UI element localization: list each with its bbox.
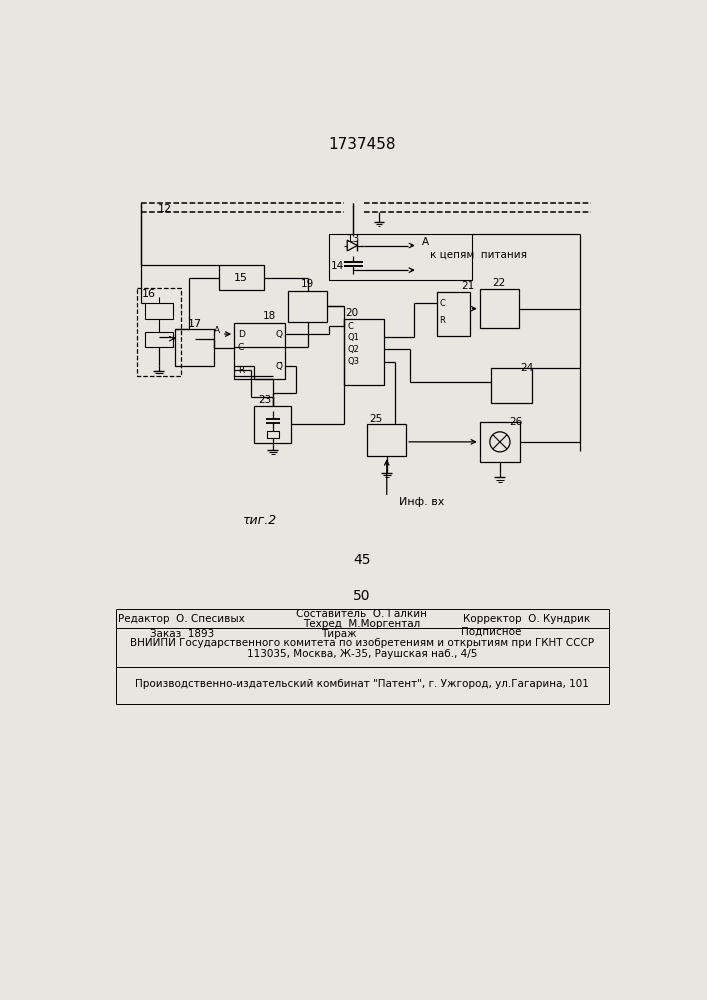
Text: τиг.2: τиг.2 <box>243 514 278 527</box>
Bar <box>480 422 520 462</box>
Text: Составитель  О. Галкин: Составитель О. Галкин <box>296 609 428 619</box>
Text: 20: 20 <box>346 308 358 318</box>
Text: Q̅: Q̅ <box>275 362 282 371</box>
Bar <box>344 319 385 385</box>
Bar <box>491 368 532 403</box>
Text: Заказ  1893: Заказ 1893 <box>151 629 215 639</box>
Text: Редактор  О. Спесивых: Редактор О. Спесивых <box>118 614 245 624</box>
Text: к цепям  питания: к цепям питания <box>430 250 527 260</box>
Text: 113035, Москва, Ж-35, Раушская наб., 4/5: 113035, Москва, Ж-35, Раушская наб., 4/5 <box>247 649 477 659</box>
Text: Корректор  О. Кундрик: Корректор О. Кундрик <box>462 614 590 624</box>
Text: 50: 50 <box>354 589 370 603</box>
Text: Q3: Q3 <box>347 357 359 366</box>
Text: 19: 19 <box>301 279 315 289</box>
Text: 15: 15 <box>234 273 248 283</box>
Text: R: R <box>440 316 445 325</box>
Text: C: C <box>440 299 445 308</box>
Text: Производственно-издательский комбинат "Патент", г. Ужгород, ул.Гагарина, 101: Производственно-издательский комбинат "П… <box>135 679 589 689</box>
Text: Q: Q <box>275 330 282 339</box>
Text: Подписное: Подписное <box>461 626 522 636</box>
Bar <box>234 323 285 379</box>
Text: 22: 22 <box>493 278 506 288</box>
Bar <box>480 289 518 328</box>
Text: A: A <box>422 237 429 247</box>
Text: 1737458: 1737458 <box>328 137 396 152</box>
Text: 23: 23 <box>259 395 271 405</box>
Text: R: R <box>238 366 244 375</box>
Text: Техред  М.Моргентал: Техред М.Моргентал <box>303 619 421 629</box>
Bar <box>137 288 180 376</box>
Bar <box>267 431 279 438</box>
Bar <box>288 291 327 322</box>
Text: Q1: Q1 <box>347 333 359 342</box>
Bar <box>145 332 173 347</box>
Text: 24: 24 <box>520 363 534 373</box>
Text: A: A <box>214 326 220 335</box>
Text: 13: 13 <box>347 234 360 244</box>
Text: 12: 12 <box>158 204 173 214</box>
Text: ВНИИПИ Государственного комитета по изобретениям и открытиям при ГКНТ СССР: ВНИИПИ Государственного комитета по изоб… <box>130 638 594 648</box>
Text: Инф. вх: Инф. вх <box>399 497 444 507</box>
Bar <box>145 303 173 319</box>
Text: 26: 26 <box>510 417 522 427</box>
Bar <box>437 292 469 336</box>
Text: 25: 25 <box>369 414 382 424</box>
Text: 16: 16 <box>142 289 156 299</box>
Text: 18: 18 <box>262 311 276 321</box>
Text: C: C <box>347 322 353 331</box>
Text: C: C <box>238 343 244 352</box>
Text: 21: 21 <box>462 281 474 291</box>
Bar <box>329 234 472 280</box>
Bar <box>218 265 264 290</box>
Text: Тираж: Тираж <box>321 629 356 639</box>
Text: Q2: Q2 <box>347 345 359 354</box>
Text: D: D <box>238 330 245 339</box>
Text: 14: 14 <box>332 261 344 271</box>
Bar <box>175 329 214 366</box>
Text: 17: 17 <box>187 319 201 329</box>
Text: 45: 45 <box>354 553 370 567</box>
Bar <box>368 424 406 456</box>
Bar <box>255 406 291 443</box>
